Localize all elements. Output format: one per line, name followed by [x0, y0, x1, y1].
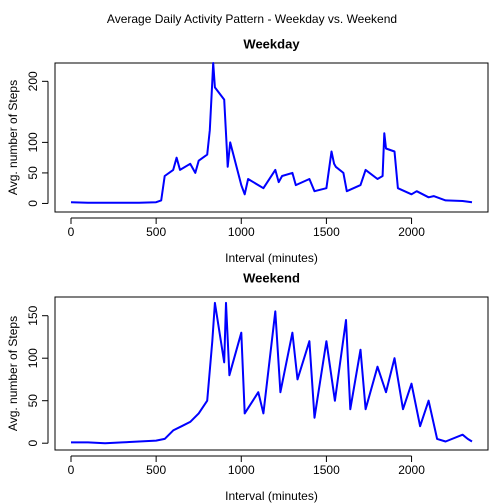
y-tick-label: 100: [26, 132, 40, 152]
panel-title: Weekend: [243, 270, 300, 285]
x-tick-label: 1000: [228, 463, 255, 477]
plot-box: [54, 62, 489, 213]
y-tick-label: 50: [26, 166, 40, 180]
x-tick-label: 2000: [398, 225, 425, 239]
x-tick-label: 0: [68, 463, 75, 477]
y-axis-label: Avg. number of Steps: [6, 316, 20, 431]
x-axis-label: Interval (minutes): [225, 489, 318, 503]
y-tick-label: 200: [26, 71, 40, 91]
y-tick-label: 150: [26, 305, 40, 325]
panel-title: Weekday: [243, 36, 300, 51]
x-tick-label: 500: [146, 463, 166, 477]
x-tick-label: 1000: [228, 225, 255, 239]
y-tick-label: 50: [26, 394, 40, 408]
plot-box: [54, 296, 489, 451]
figure-title: Average Daily Activity Pattern - Weekday…: [107, 12, 397, 26]
x-axis-label: Interval (minutes): [225, 251, 318, 265]
y-tick-label: 100: [26, 348, 40, 368]
data-line: [71, 301, 473, 445]
x-tick-label: 500: [146, 225, 166, 239]
data-line: [70, 62, 473, 204]
y-tick-label: 0: [26, 440, 40, 447]
y-tick-label: 0: [26, 200, 40, 207]
x-tick-label: 1500: [313, 463, 340, 477]
x-tick-label: 0: [68, 225, 75, 239]
x-tick-label: 2000: [398, 463, 425, 477]
x-tick-label: 1500: [313, 225, 340, 239]
y-axis-label: Avg. number of Steps: [6, 80, 20, 195]
